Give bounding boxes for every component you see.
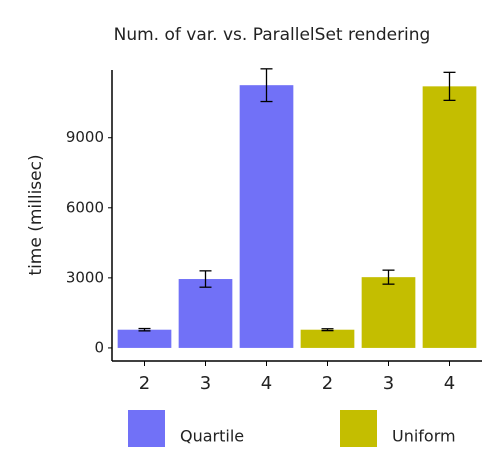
- legend-label: Quartile: [180, 427, 244, 446]
- error-bar: [382, 269, 395, 285]
- x-tick-label: 4: [444, 373, 455, 394]
- y-axis-label: time (millisec): [26, 154, 46, 275]
- legend-label: Uniform: [392, 427, 456, 446]
- x-tick-label: 2: [139, 373, 150, 394]
- y-tick-label: 6000: [66, 198, 104, 216]
- bar: [422, 86, 477, 348]
- bar: [300, 329, 355, 348]
- bar: [117, 329, 172, 348]
- x-tick-label: 2: [322, 373, 333, 394]
- error-bar: [443, 71, 456, 102]
- y-tick-label: 9000: [66, 128, 104, 146]
- x-tick-label: 3: [200, 373, 211, 394]
- error-bar: [321, 328, 334, 332]
- error-bar: [260, 68, 273, 103]
- error-bar: [138, 327, 151, 332]
- x-tick-label: 3: [383, 373, 394, 394]
- y-tick-label: 0: [94, 338, 104, 356]
- bar: [178, 279, 233, 348]
- bar: [361, 277, 416, 348]
- y-tick-label: 3000: [66, 268, 104, 286]
- legend-swatch: [128, 410, 165, 447]
- error-bar: [199, 270, 212, 288]
- legend-swatch: [340, 410, 377, 447]
- chart-title: Num. of var. vs. ParallelSet rendering: [114, 25, 431, 45]
- x-tick-label: 4: [261, 373, 272, 394]
- bar: [239, 85, 294, 348]
